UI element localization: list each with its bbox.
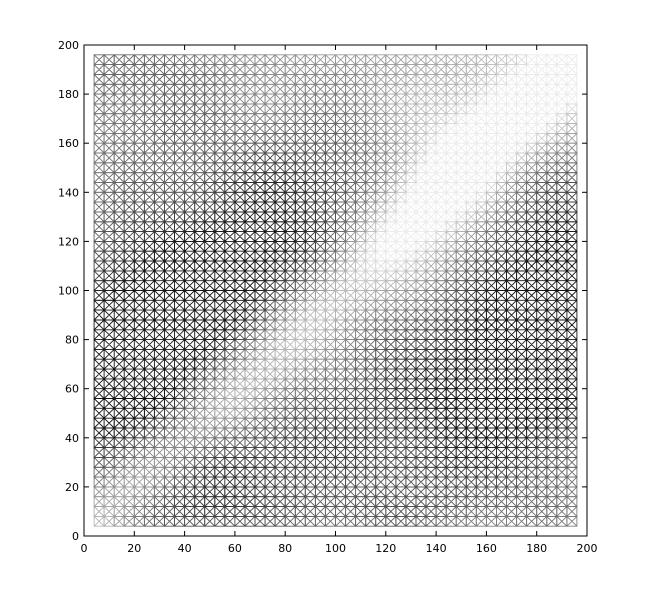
- mesh-shade-group: [395, 191, 407, 203]
- y-tick-label: 160: [58, 137, 79, 150]
- x-axis: 0 20 40 60 80 100 120 140 160 180 200: [81, 45, 598, 555]
- y-tick-label: 20: [65, 481, 79, 494]
- mesh-shade-group: [425, 142, 437, 154]
- mesh-shade-group: [385, 270, 397, 282]
- mesh-shade-group: [556, 123, 568, 134]
- mesh-shade-group: [435, 123, 447, 134]
- y-tick-label: 140: [58, 186, 79, 199]
- mesh-shade-group: [506, 152, 518, 164]
- x-tick-label: 100: [325, 542, 346, 555]
- y-tick-label: 200: [58, 39, 79, 52]
- y-tick-label: 60: [65, 383, 79, 396]
- y-tick-label: 40: [65, 432, 79, 445]
- y-tick-label: 0: [72, 530, 79, 543]
- mesh-shade-group: [455, 103, 467, 115]
- y-tick-label: 80: [65, 334, 79, 347]
- mesh-shade-group: [435, 231, 447, 242]
- x-tick-label: 0: [81, 542, 88, 555]
- mesh-layer: [93, 54, 578, 527]
- x-tick-label: 80: [278, 542, 292, 555]
- x-tick-label: 200: [577, 542, 598, 555]
- mesh-shade-group: [546, 123, 558, 134]
- mesh-shade-group: [485, 64, 497, 75]
- x-tick-label: 60: [228, 542, 242, 555]
- y-tick-label: 100: [58, 285, 79, 298]
- mesh-shade-group: [516, 142, 528, 154]
- x-tick-label: 40: [178, 542, 192, 555]
- y-tick-label: 120: [58, 235, 79, 248]
- mesh-shade-group: [113, 54, 336, 517]
- mesh-shade-group: [506, 54, 518, 66]
- x-tick-label: 160: [476, 542, 497, 555]
- mesh-shade-group: [93, 211, 578, 439]
- mesh-shade-group: [395, 250, 407, 262]
- mesh-shade-group: [496, 162, 507, 174]
- mesh-shade-group: [496, 74, 507, 85]
- x-tick-label: 180: [526, 542, 547, 555]
- x-tick-label: 20: [127, 542, 141, 555]
- x-tick-label: 120: [375, 542, 396, 555]
- y-axis: 0 20 40 60 80 100 120 140 160 180 200: [58, 39, 587, 543]
- x-tick-label: 140: [426, 542, 447, 555]
- mesh-shade-group: [324, 83, 437, 331]
- y-tick-label: 180: [58, 88, 79, 101]
